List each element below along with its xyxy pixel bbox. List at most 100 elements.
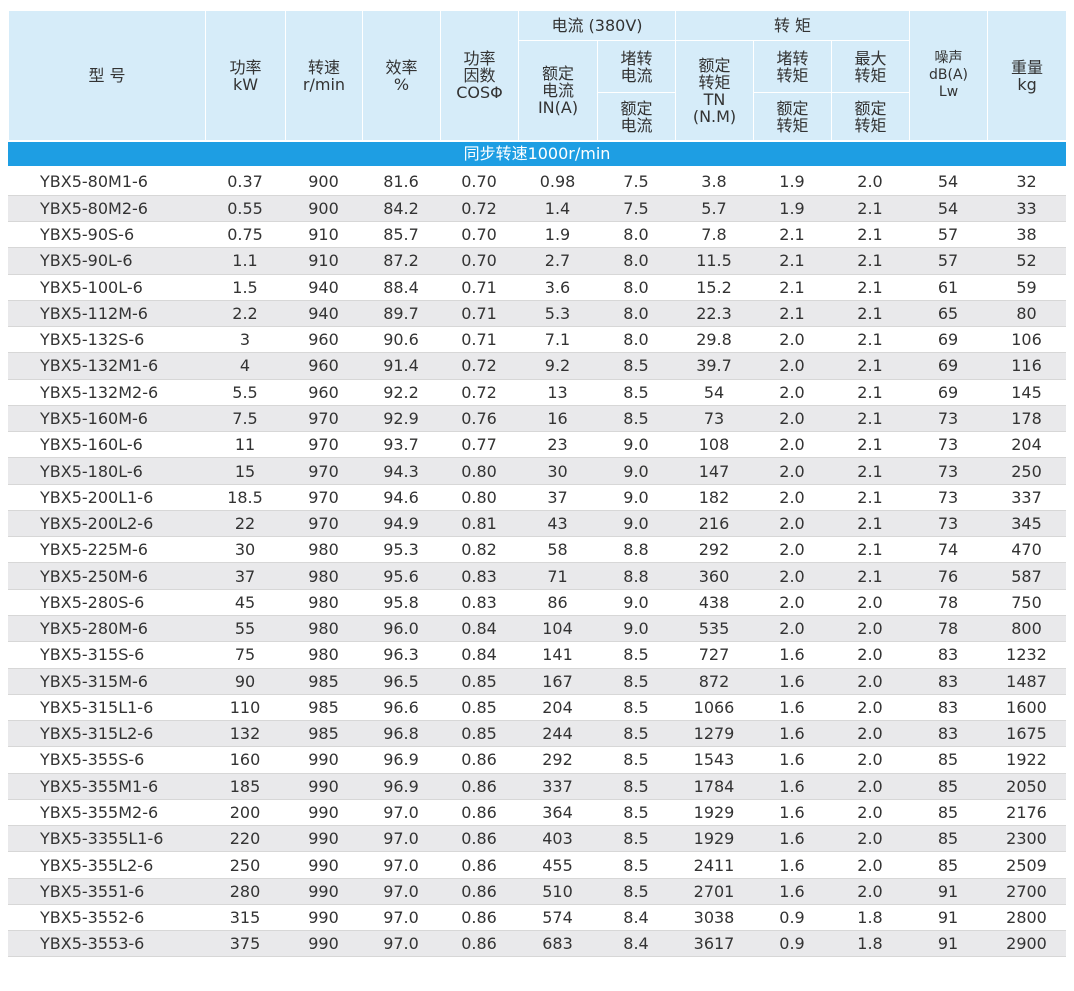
value-cell: 69 [909,379,987,406]
value-cell: 0.70 [440,169,518,196]
value-cell: 96.9 [362,773,440,800]
table-row: YBX5-315S-6 75 980 96.3 0.84 141 8.5 727 1.6 2.0 8… [8,641,1066,669]
value-cell: 2.0 [831,615,909,643]
value-cell: 800 [987,615,1066,643]
header-line: 功率 [229,57,262,77]
value-cell: 2509 [987,851,1066,879]
header-line: 转矩 [776,65,809,85]
value-cell: 470 [987,536,1066,564]
value-cell: 0.83 [440,589,518,617]
value-cell: 2.1 [831,247,909,275]
header-cell: 额定 电流 [597,92,676,141]
value-cell: 15 [205,457,285,485]
value-cell: 85 [909,825,987,853]
model-cell: YBX5-160M-6 [8,405,205,433]
header-cell: 最大 转矩 [830,40,911,93]
header-line: 电流 [620,115,653,135]
header-cell: 效率% [362,10,441,141]
value-cell: 2.0 [753,510,831,538]
value-cell: 116 [987,352,1066,380]
value-cell: 8.5 [597,851,675,879]
model-cell: YBX5-160L-6 [8,431,205,459]
value-cell: 81.6 [362,169,440,196]
value-cell: 54 [909,169,987,196]
value-cell: 78 [909,615,987,643]
value-cell: 185 [205,773,285,800]
value-cell: 2.1 [831,221,909,249]
value-cell: 8.5 [597,825,675,853]
header-line: 噪声 [934,50,963,66]
value-cell: 985 [285,668,362,695]
value-cell: 0.86 [440,851,518,879]
header-line: IN(A) [537,98,579,117]
value-cell: 8.5 [597,668,675,695]
value-cell: 95.3 [362,536,440,564]
header-line: 堵转 [776,48,809,68]
value-cell: 990 [285,930,362,958]
value-cell: 970 [285,510,362,538]
table-row: YBX5-100L-6 1.5 940 88.4 0.71 3.6 8.0 15.2 2.1 2.… [8,274,1066,301]
model-cell: YBX5-132S-6 [8,326,205,354]
value-cell: 96.8 [362,720,440,748]
value-cell: 91.4 [362,352,440,380]
value-cell: 7.8 [675,221,753,249]
value-cell: 2.1 [831,379,909,406]
value-cell: 9.0 [597,510,675,538]
value-cell: 0.81 [440,510,518,538]
model-cell: YBX5-132M2-6 [8,379,205,406]
value-cell: 2050 [987,773,1066,800]
value-cell: 22 [205,510,285,538]
table-row: YBX5-355M2-6 200 990 97.0 0.86 364 8.5 1929 1.6 2… [8,799,1066,827]
header-line: 堵转 [620,48,653,68]
value-cell: 0.76 [440,405,518,433]
value-cell: 292 [675,536,753,564]
value-cell: 250 [987,457,1066,485]
value-cell: 2.0 [831,825,909,853]
header-line: 转速 [307,57,340,77]
value-cell: 80 [987,300,1066,328]
value-cell: 980 [285,536,362,564]
value-cell: 1.9 [518,221,597,249]
header-line: (N.M) [692,106,737,126]
value-cell: 587 [987,562,1066,590]
value-cell: 980 [285,562,362,590]
value-cell: 0.72 [440,352,518,380]
model-cell: YBX5-355L2-6 [8,851,205,879]
table-row: YBX5-315M-6 90 985 96.5 0.85 167 8.5 872 1.6 2.0 8… [8,668,1066,695]
value-cell: 5.3 [518,300,597,328]
value-cell: 96.0 [362,615,440,643]
value-cell: 990 [285,851,362,879]
value-cell: 8.8 [597,562,675,590]
header-cell: 堵转 转矩 [753,40,832,93]
value-cell: 30 [518,457,597,485]
value-cell: 2.1 [831,431,909,459]
value-cell: 0.72 [440,195,518,223]
value-cell: 8.8 [597,536,675,564]
value-cell: 2800 [987,904,1066,932]
value-cell: 345 [987,510,1066,538]
value-cell: 990 [285,746,362,774]
value-cell: 57 [909,221,987,249]
header-line: 电流 [620,65,653,85]
value-cell: 1279 [675,720,753,748]
value-cell: 91 [909,878,987,905]
value-cell: 980 [285,589,362,617]
model-cell: YBX5-250M-6 [8,562,205,590]
value-cell: 8.5 [597,694,675,722]
table-row: YBX5-200L2-6 22 970 94.9 0.81 43 9.0 216 2.0 2.1 7… [8,510,1066,538]
value-cell: 85 [909,746,987,774]
header-line: 额定 [776,98,809,118]
value-cell: 2.1 [831,484,909,511]
table-row: YBX5-90S-6 0.75 910 85.7 0.70 1.9 8.0 7.8 2.1 2.1… [8,221,1066,249]
value-cell: 11.5 [675,247,753,275]
value-cell: 69 [909,352,987,380]
model-cell: YBX5-200L2-6 [8,510,205,538]
value-cell: 990 [285,773,362,800]
table-row: YBX5-3551-6 280 990 97.0 0.86 510 8.5 2701 1.6 2.… [8,878,1066,905]
value-cell: 2.0 [831,773,909,800]
header-cell: 型 号 [8,10,206,141]
value-cell: 438 [675,589,753,617]
table-row: YBX5-225M-6 30 980 95.3 0.82 58 8.8 292 2.0 2.1 74… [8,536,1066,564]
model-cell: YBX5-80M1-6 [8,169,205,196]
value-cell: 167 [518,668,597,695]
